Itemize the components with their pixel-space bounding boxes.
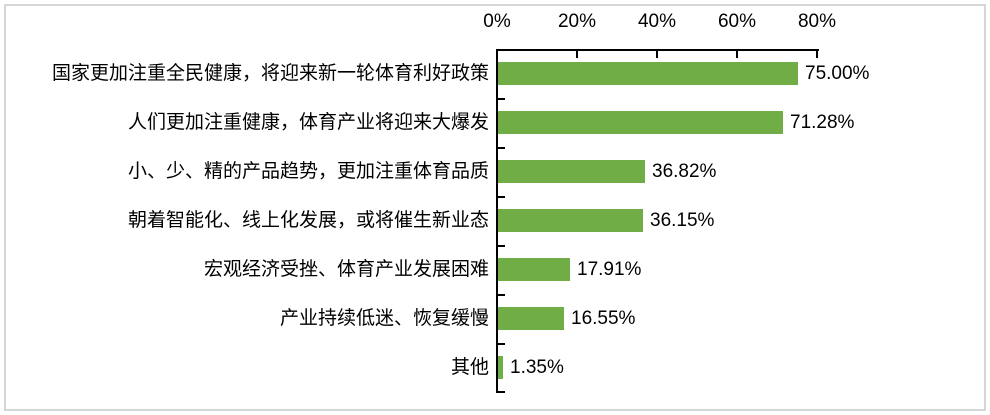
- bar: [498, 160, 645, 183]
- x-axis-tick: [656, 51, 658, 58]
- category-label: 小、少、精的产品趋势，更加注重体育品质: [127, 161, 489, 182]
- x-axis-tick: [736, 51, 738, 58]
- value-label: 36.15%: [650, 210, 715, 231]
- value-label: 17.91%: [577, 259, 642, 280]
- y-axis-tick: [498, 49, 505, 51]
- category-label: 国家更加注重全民健康，将迎来新一轮体育利好政策: [51, 63, 489, 84]
- bar: [498, 307, 564, 330]
- y-axis-tick: [498, 391, 505, 393]
- x-axis-tick: [496, 51, 498, 58]
- x-axis-line: [496, 49, 819, 51]
- category-label: 人们更加注重健康，体育产业将迎来大爆发: [127, 112, 489, 133]
- value-label: 1.35%: [510, 357, 564, 378]
- y-axis-tick: [498, 245, 505, 247]
- x-axis-tick: [576, 51, 578, 58]
- value-label: 16.55%: [571, 308, 636, 329]
- value-label: 75.00%: [805, 63, 870, 84]
- bar: [498, 111, 783, 134]
- category-label: 其他: [450, 357, 489, 378]
- y-axis-tick: [498, 294, 505, 296]
- y-axis-tick: [498, 196, 505, 198]
- x-axis-tick-label: 40%: [637, 11, 677, 32]
- x-axis-tick: [816, 51, 818, 58]
- x-axis-tick-label: 80%: [797, 11, 837, 32]
- y-axis-tick: [498, 343, 505, 345]
- y-axis-tick: [498, 98, 505, 100]
- y-axis-tick: [498, 147, 505, 149]
- x-axis-tick-label: 60%: [717, 11, 757, 32]
- category-label: 朝着智能化、线上化发展，或将催生新业态: [127, 210, 489, 231]
- bar: [498, 356, 503, 379]
- y-axis-line: [496, 49, 498, 393]
- x-axis-tick-label: 0%: [483, 11, 511, 32]
- value-label: 71.28%: [790, 112, 855, 133]
- bar: [498, 258, 570, 281]
- bar: [498, 209, 643, 232]
- bar: [498, 62, 798, 85]
- category-label: 产业持续低迷、恢复缓慢: [279, 308, 489, 329]
- x-axis-tick-label: 20%: [557, 11, 597, 32]
- value-label: 36.82%: [652, 161, 717, 182]
- category-label: 宏观经济受挫、体育产业发展困难: [203, 259, 489, 280]
